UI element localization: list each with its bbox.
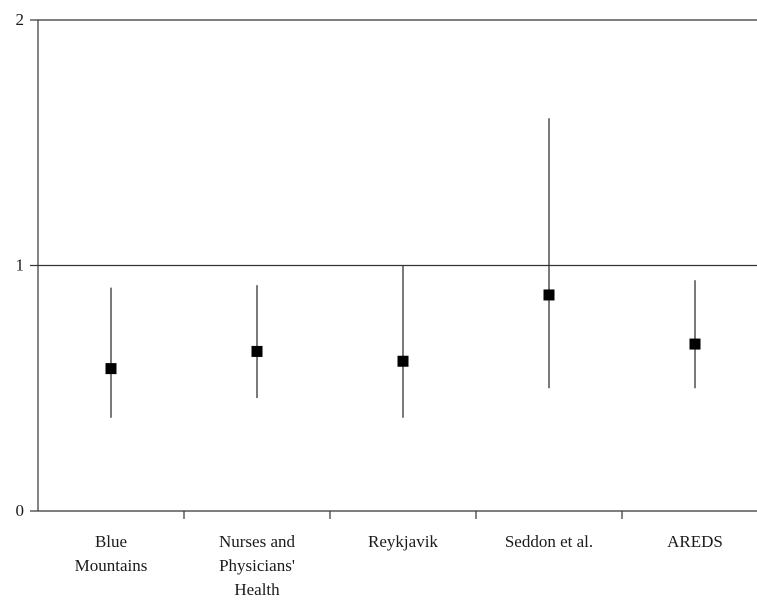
y-tick-label: 2	[16, 10, 25, 29]
point-estimate-marker	[397, 355, 409, 367]
category-label: AREDS	[667, 532, 723, 551]
category-label: Blue	[95, 532, 127, 551]
category-label: Seddon et al.	[505, 532, 593, 551]
category-label: Reykjavik	[368, 532, 438, 551]
point-estimate-marker	[543, 289, 555, 301]
y-tick-label: 0	[16, 501, 25, 520]
category-label: Health	[234, 580, 280, 599]
point-estimate-marker	[689, 338, 701, 350]
point-estimate-marker	[105, 363, 117, 375]
y-tick-label: 1	[16, 256, 25, 275]
category-label: Mountains	[75, 556, 148, 575]
category-label: Nurses and	[219, 532, 296, 551]
category-label: Physicians'	[219, 556, 295, 575]
point-estimate-marker	[251, 345, 263, 357]
